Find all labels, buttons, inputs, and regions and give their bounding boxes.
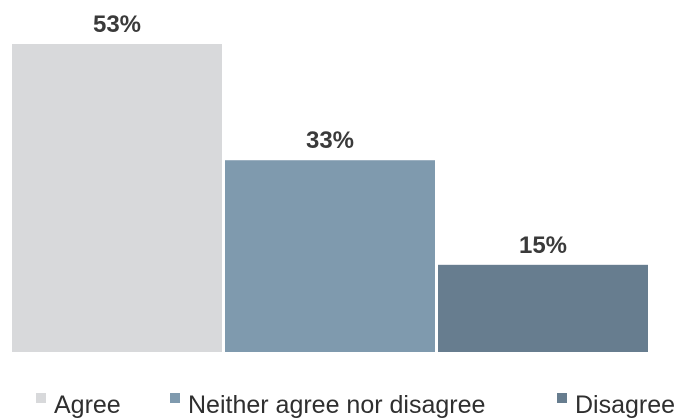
- value-labels-group: 53% 33% 15%: [93, 11, 567, 259]
- bar-agree: [12, 44, 222, 352]
- legend-label-neither-agree-nor-disagree: Neither agree nor disagree: [188, 391, 485, 419]
- bar-disagree: [438, 264, 648, 352]
- value-label-neither-agree-nor-disagree: 33%: [306, 127, 354, 154]
- value-label-disagree: 15%: [519, 232, 567, 259]
- legend-swatch-agree: [36, 393, 46, 403]
- legend-label-agree: Agree: [54, 391, 121, 419]
- bars-group: [12, 44, 648, 352]
- legend: Agree Neither agree nor disagree Disagree: [36, 391, 675, 419]
- value-label-agree: 53%: [93, 11, 141, 38]
- legend-swatch-neither-agree-nor-disagree: [170, 393, 180, 403]
- bar-neither-agree-nor-disagree: [225, 160, 435, 352]
- legend-swatch-disagree: [557, 393, 567, 403]
- legend-label-disagree: Disagree: [575, 391, 675, 419]
